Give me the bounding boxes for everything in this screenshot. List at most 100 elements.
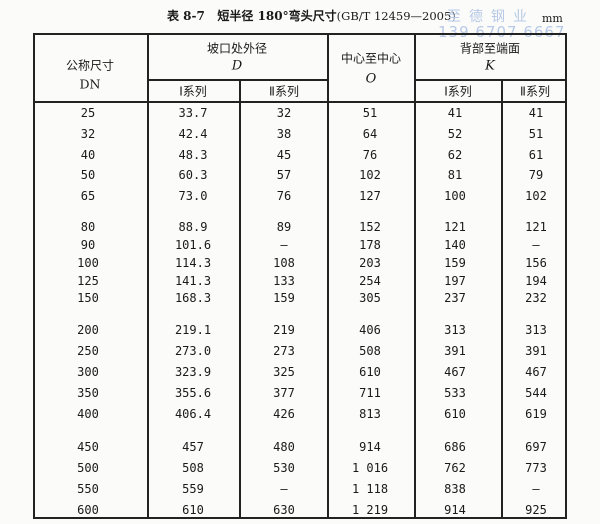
cell-k-series1: 140	[444, 238, 466, 252]
cell-k-series1: 62	[447, 148, 463, 162]
cell-k-series2: 61	[528, 148, 544, 162]
cell-dn: 100	[77, 256, 99, 270]
cell-k-series2: 121	[525, 220, 547, 234]
header-bottom-rule	[33, 101, 567, 103]
column-divider	[327, 33, 329, 519]
cell-d-series1: 355.6	[174, 386, 212, 400]
cell-k-series1: 838	[444, 482, 466, 496]
cell-d-series1: 114.3	[174, 256, 212, 270]
watermark-phone: 139 6707 6667	[438, 23, 566, 41]
cell-k-series2: 619	[525, 407, 547, 421]
header-o: 中心至中心	[340, 51, 402, 66]
cell-k-series1: 121	[444, 220, 466, 234]
cell-k-series2: —	[532, 238, 540, 252]
cell-d-series2: 159	[273, 291, 295, 305]
cell-dn: 400	[77, 407, 99, 421]
cell-dn: 50	[80, 168, 96, 182]
cell-dn: 65	[80, 189, 96, 203]
cell-k-series1: 391	[444, 344, 466, 358]
cell-d-series2: 133	[273, 274, 295, 288]
cell-o: 914	[359, 440, 381, 454]
cell-d-series1: 42.4	[178, 127, 208, 141]
cell-k-series2: 391	[525, 344, 547, 358]
cell-k-series2: 697	[525, 440, 547, 454]
header-k-symbol: K	[485, 58, 495, 74]
cell-k-series2: 102	[525, 189, 547, 203]
cell-d-series2: 273	[273, 344, 295, 358]
cell-o: 813	[359, 407, 381, 421]
cell-o: 1 118	[351, 482, 389, 496]
cell-d-series1: 48.3	[178, 148, 208, 162]
cell-o: 76	[362, 148, 378, 162]
cell-dn: 600	[77, 503, 99, 517]
cell-dn: 150	[77, 291, 99, 305]
cell-d-series1: 323.9	[174, 365, 212, 379]
cell-k-series2: 194	[525, 274, 547, 288]
cell-o: 64	[362, 127, 378, 141]
cell-dn: 450	[77, 440, 99, 454]
cell-dn: 200	[77, 323, 99, 337]
cell-o: 254	[359, 274, 381, 288]
cell-k-series1: 81	[447, 168, 463, 182]
column-divider	[239, 80, 241, 519]
header-d: 坡口处外径	[206, 41, 268, 56]
cell-d-series1: 508	[182, 461, 204, 475]
cell-dn: 550	[77, 482, 99, 496]
cell-k-series1: 100	[444, 189, 466, 203]
cell-d-series2: 530	[273, 461, 295, 475]
table-standard: (GB/T 12459—2005)	[336, 9, 456, 23]
cell-d-series1: 101.6	[174, 238, 212, 252]
cell-d-series1: 406.4	[174, 407, 212, 421]
column-divider	[501, 80, 503, 519]
cell-d-series1: 73.0	[178, 189, 208, 203]
cell-k-series1: 914	[444, 503, 466, 517]
cell-k-series1: 313	[444, 323, 466, 337]
watermark-company: 至德钢业	[447, 9, 535, 25]
cell-d-series1: 457	[182, 440, 204, 454]
header-dn: 公称尺寸	[65, 58, 115, 73]
cell-k-series1: 467	[444, 365, 466, 379]
header-k-series1: Ⅰ系列	[444, 84, 472, 99]
cell-d-series2: 377	[273, 386, 295, 400]
unit-label: mm	[542, 12, 563, 25]
table-number: 表 8-7	[167, 9, 205, 23]
cell-dn: 25	[80, 106, 96, 120]
cell-d-series2: 32	[276, 106, 292, 120]
cell-o: 152	[359, 220, 381, 234]
cell-k-series2: 313	[525, 323, 547, 337]
cell-k-series1: 41	[447, 106, 463, 120]
cell-d-series1: 168.3	[174, 291, 212, 305]
cell-dn: 350	[77, 386, 99, 400]
cell-k-series2: 544	[525, 386, 547, 400]
cell-d-series1: 33.7	[178, 106, 208, 120]
table-frame	[33, 33, 567, 519]
cell-k-series1: 610	[444, 407, 466, 421]
cell-d-series2: 57	[276, 168, 292, 182]
cell-dn: 90	[80, 238, 96, 252]
cell-k-series1: 237	[444, 291, 466, 305]
cell-k-series2: 51	[528, 127, 544, 141]
header-d-symbol: D	[231, 58, 243, 74]
cell-d-series2: 630	[273, 503, 295, 517]
header-divider	[414, 79, 567, 81]
header-d-series2: Ⅱ系列	[269, 84, 299, 99]
cell-dn: 500	[77, 461, 99, 475]
cell-o: 203	[359, 256, 381, 270]
header-k-series2: Ⅱ系列	[520, 84, 550, 99]
cell-k-series2: 232	[525, 291, 547, 305]
cell-dn: 250	[77, 344, 99, 358]
cell-k-series1: 159	[444, 256, 466, 270]
cell-d-series2: 89	[276, 220, 292, 234]
header-d-series1: Ⅰ系列	[179, 84, 207, 99]
header-o-symbol: O	[365, 71, 377, 87]
header-divider	[147, 79, 327, 81]
cell-d-series2: —	[280, 238, 288, 252]
cell-d-series1: 559	[182, 482, 204, 496]
cell-k-series1: 197	[444, 274, 466, 288]
cell-o: 406	[359, 323, 381, 337]
cell-o: 711	[359, 386, 381, 400]
header-k: 背部至端面	[459, 41, 521, 56]
cell-k-series1: 762	[444, 461, 466, 475]
cell-o: 178	[359, 238, 381, 252]
